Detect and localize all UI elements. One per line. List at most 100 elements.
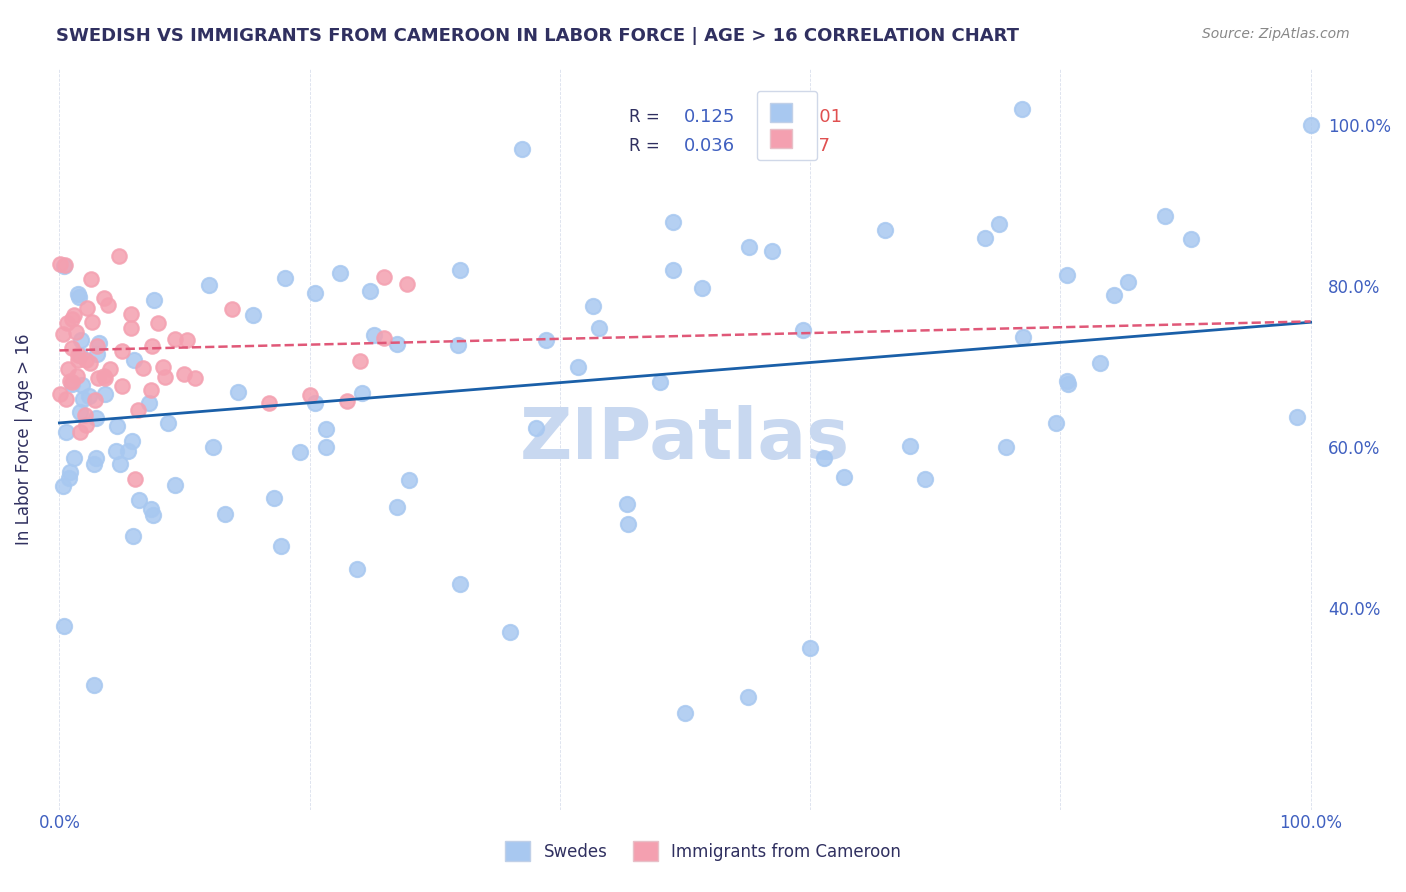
Point bbox=[69, 425, 91, 439]
Point bbox=[98, 361, 121, 376]
Point bbox=[70, 333, 93, 347]
Point bbox=[617, 517, 640, 532]
Point bbox=[875, 222, 897, 236]
Point bbox=[70, 378, 93, 392]
Point bbox=[83, 678, 105, 692]
Point bbox=[141, 339, 163, 353]
Point bbox=[138, 396, 160, 410]
Point bbox=[534, 333, 557, 347]
Point bbox=[55, 392, 77, 406]
Point bbox=[1299, 118, 1322, 132]
Point bbox=[1056, 268, 1078, 283]
Point bbox=[148, 316, 170, 330]
Point bbox=[373, 270, 395, 285]
Point bbox=[350, 385, 373, 400]
Point bbox=[173, 368, 195, 382]
Point bbox=[66, 369, 89, 384]
Point bbox=[52, 326, 75, 341]
Point bbox=[163, 332, 186, 346]
Legend: Swedes, Immigrants from Cameroon: Swedes, Immigrants from Cameroon bbox=[492, 828, 914, 875]
Point bbox=[93, 291, 115, 305]
Text: N =: N = bbox=[759, 137, 796, 155]
Point bbox=[396, 277, 419, 292]
Point bbox=[84, 450, 107, 465]
Point bbox=[304, 396, 326, 410]
Point bbox=[120, 308, 142, 322]
Point bbox=[49, 257, 72, 271]
Point bbox=[87, 371, 110, 385]
Point bbox=[107, 418, 129, 433]
Point bbox=[673, 706, 696, 720]
Point bbox=[80, 315, 103, 329]
Point bbox=[110, 379, 132, 393]
Point bbox=[76, 301, 98, 316]
Text: 101: 101 bbox=[807, 108, 842, 126]
Point bbox=[67, 352, 90, 367]
Point bbox=[661, 263, 683, 277]
Point bbox=[155, 370, 177, 384]
Point bbox=[363, 327, 385, 342]
Point bbox=[122, 353, 145, 368]
Point bbox=[1056, 374, 1078, 388]
Point bbox=[132, 361, 155, 376]
Point bbox=[83, 457, 105, 471]
Point bbox=[157, 416, 180, 430]
Point bbox=[449, 577, 471, 591]
Point bbox=[447, 338, 470, 352]
Point bbox=[75, 417, 97, 432]
Point bbox=[385, 336, 408, 351]
Text: 0.125: 0.125 bbox=[683, 108, 735, 126]
Point bbox=[1057, 377, 1080, 392]
Point bbox=[512, 142, 534, 156]
Point bbox=[124, 472, 146, 486]
Point bbox=[142, 508, 165, 522]
Point bbox=[55, 316, 77, 330]
Point bbox=[832, 470, 855, 484]
Point bbox=[53, 258, 76, 272]
Point bbox=[79, 389, 101, 403]
Point bbox=[141, 383, 163, 397]
Point bbox=[588, 321, 610, 335]
Point bbox=[898, 439, 921, 453]
Text: ZIPatlas: ZIPatlas bbox=[520, 405, 851, 474]
Point bbox=[242, 308, 264, 322]
Point bbox=[299, 388, 322, 402]
Point bbox=[813, 450, 835, 465]
Point bbox=[1118, 275, 1140, 289]
Point bbox=[1154, 210, 1177, 224]
Point bbox=[62, 375, 84, 389]
Point bbox=[55, 425, 77, 440]
Point bbox=[359, 284, 381, 298]
Text: R =: R = bbox=[628, 137, 671, 155]
Point bbox=[336, 394, 359, 409]
Point bbox=[87, 336, 110, 351]
Point bbox=[197, 278, 219, 293]
Point bbox=[1104, 288, 1126, 302]
Point bbox=[111, 344, 134, 359]
Point bbox=[59, 465, 82, 479]
Point bbox=[128, 492, 150, 507]
Point bbox=[226, 384, 249, 399]
Point bbox=[72, 392, 94, 406]
Point bbox=[176, 333, 198, 347]
Point bbox=[449, 263, 471, 277]
Point bbox=[1180, 231, 1202, 245]
Point bbox=[661, 214, 683, 228]
Point bbox=[202, 440, 225, 454]
Point bbox=[93, 368, 115, 383]
Point bbox=[270, 539, 292, 553]
Point bbox=[122, 529, 145, 543]
Text: N =: N = bbox=[759, 108, 796, 126]
Point bbox=[567, 360, 589, 375]
Point bbox=[52, 479, 75, 493]
Point bbox=[94, 371, 117, 385]
Point bbox=[62, 376, 84, 391]
Point bbox=[143, 293, 166, 308]
Point bbox=[62, 312, 84, 326]
Point bbox=[987, 217, 1010, 231]
Point bbox=[385, 500, 408, 515]
Point bbox=[524, 421, 547, 435]
Point bbox=[84, 411, 107, 425]
Point bbox=[799, 641, 821, 656]
Text: 57: 57 bbox=[807, 137, 831, 155]
